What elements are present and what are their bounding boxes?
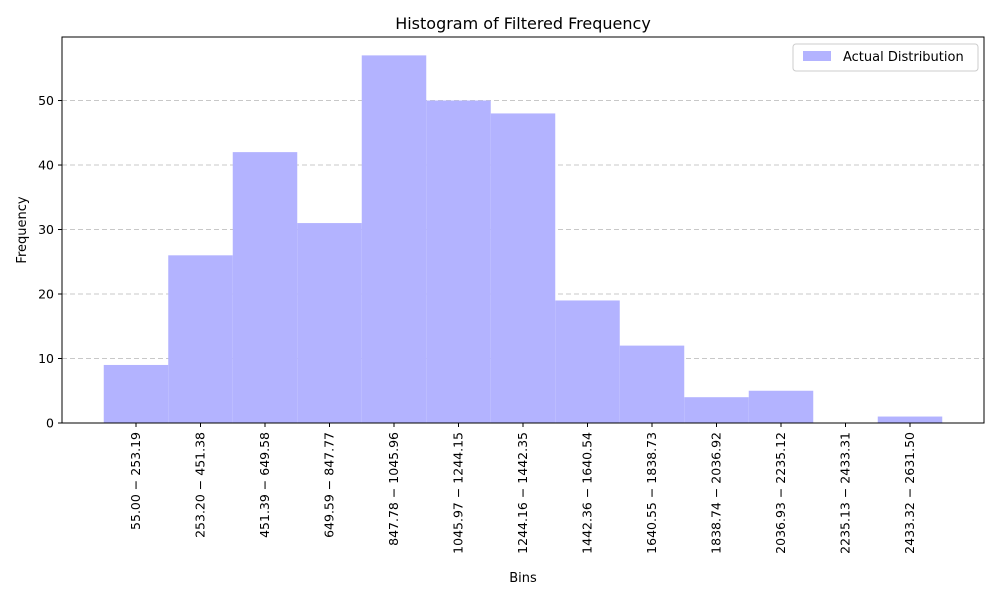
histogram-bar [619, 345, 685, 423]
x-axis-ticks: 55.00 − 253.19 253.20 − 451.38 451.39 − 64… [128, 423, 917, 554]
histogram-bar [426, 100, 491, 423]
histogram-bar [748, 390, 814, 423]
legend: Actual Distribution [792, 43, 979, 72]
bars [103, 55, 943, 424]
histogram-bar [297, 223, 362, 423]
histogram-bar [361, 55, 427, 423]
x-tick-label: 2036.93 − 2235.12 [773, 432, 788, 554]
x-tick-label: 847.78 − 1045.96 [386, 432, 401, 546]
chart-title: Histogram of Filtered Frequency [395, 14, 651, 33]
y-tick-label: 40 [38, 158, 54, 173]
y-axis-title: Frequency [15, 196, 30, 263]
histogram-bar [684, 397, 749, 423]
x-tick-label: 2433.32 − 2631.50 [902, 432, 917, 554]
x-tick-label: 1244.16 − 1442.35 [515, 432, 530, 554]
y-tick-label: 20 [38, 287, 54, 302]
x-tick-label: 1838.74 − 2036.92 [709, 432, 724, 554]
legend-label: Actual Distribution [843, 50, 964, 65]
histogram-bar [103, 364, 169, 423]
y-tick-label: 10 [38, 351, 54, 366]
x-tick-label: 451.39 − 649.58 [257, 432, 272, 538]
x-tick-label: 1045.97 − 1244.15 [451, 432, 466, 554]
legend-swatch [803, 51, 831, 61]
y-tick-label: 30 [38, 222, 54, 237]
y-tick-label: 0 [46, 416, 54, 431]
x-tick-label: 2235.13 − 2433.31 [838, 432, 853, 554]
histogram-bar [168, 255, 233, 423]
x-axis-title: Bins [509, 571, 537, 586]
y-axis-ticks: 0 10 20 30 40 50 [38, 93, 62, 431]
legend-box [792, 43, 979, 72]
histogram-bar [232, 152, 298, 423]
histogram-bar [555, 300, 620, 423]
x-tick-label: 1640.55 − 1838.73 [644, 432, 659, 554]
y-tick-label: 50 [38, 93, 54, 108]
histogram-bar [877, 416, 943, 423]
x-tick-label: 253.20 − 451.38 [193, 432, 208, 538]
histogram-bar [490, 113, 556, 424]
x-tick-label: 649.59 − 847.77 [322, 432, 337, 538]
x-tick-label: 55.00 − 253.19 [128, 432, 143, 530]
x-tick-label: 1442.36 − 1640.54 [580, 432, 595, 554]
